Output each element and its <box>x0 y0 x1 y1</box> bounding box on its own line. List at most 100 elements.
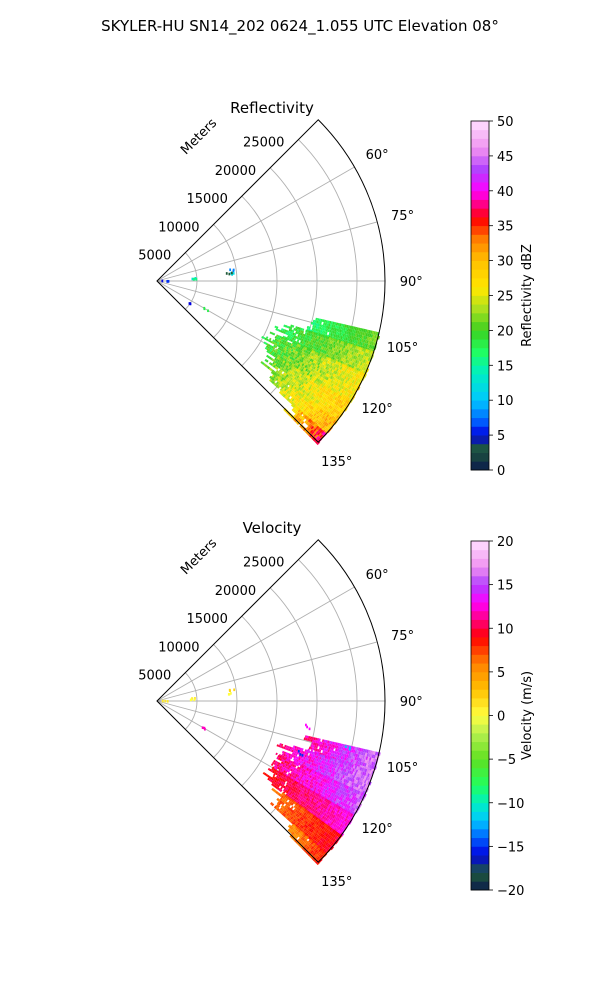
data-cell <box>360 762 364 766</box>
data-cell <box>318 831 322 836</box>
data-cell <box>340 752 344 757</box>
data-cell <box>308 816 313 820</box>
data-cell <box>335 414 340 419</box>
data-cell <box>350 771 354 775</box>
data-cell <box>282 339 286 343</box>
data-cell <box>318 762 321 766</box>
data-cell <box>344 814 348 818</box>
data-cell <box>271 381 275 385</box>
colorbar-segment <box>471 828 489 839</box>
data-cell <box>327 415 331 420</box>
data-cell <box>348 378 352 382</box>
data-cell <box>288 385 292 389</box>
data-cell <box>295 394 300 398</box>
data-cell <box>317 801 321 805</box>
data-cell <box>299 765 303 769</box>
data-cell <box>304 829 309 833</box>
data-cell <box>331 402 335 407</box>
colorbar-tick-label: −5 <box>497 753 516 768</box>
data-cell <box>332 814 336 819</box>
data-cell <box>363 775 367 780</box>
data-cell <box>334 345 338 349</box>
data-cell <box>335 375 339 379</box>
data-cell <box>332 408 336 412</box>
data-cell <box>332 789 336 794</box>
data-cell <box>318 786 322 790</box>
data-cell <box>344 352 348 356</box>
data-cell <box>306 353 309 357</box>
data-cell <box>325 418 330 423</box>
polar-sector-outline <box>156 119 386 443</box>
data-cell <box>366 349 370 354</box>
data-cell <box>266 350 269 353</box>
data-cell <box>316 761 320 765</box>
data-cell <box>294 789 298 794</box>
data-cell <box>294 370 298 375</box>
data-cell <box>279 338 282 341</box>
data-cell <box>335 751 339 755</box>
data-cell <box>339 807 343 811</box>
data-cell <box>339 760 343 765</box>
data-cell <box>323 401 328 406</box>
data-cell <box>294 819 298 824</box>
data-cell <box>338 810 342 815</box>
data-cell <box>278 360 282 364</box>
data-cell <box>261 362 265 365</box>
data-cell <box>324 745 328 749</box>
data-cell <box>329 769 332 773</box>
data-cell <box>339 326 343 330</box>
data-cell <box>298 400 302 404</box>
colorbar-segment <box>471 382 489 392</box>
data-speck <box>201 726 204 729</box>
data-cell <box>274 779 278 783</box>
data-cell <box>362 775 365 780</box>
colorbar-segment <box>471 636 489 647</box>
data-cell <box>295 776 299 780</box>
data-cell <box>284 775 288 779</box>
data-cell <box>330 327 334 331</box>
data-cell <box>331 380 336 385</box>
data-cell <box>330 383 334 388</box>
data-cell <box>333 794 337 798</box>
data-cell <box>307 847 312 852</box>
data-cell <box>283 352 286 356</box>
data-cell <box>303 349 306 353</box>
data-cell <box>319 854 324 859</box>
data-cell <box>309 352 313 356</box>
data-cell <box>342 345 346 349</box>
data-cell <box>301 765 304 769</box>
data-cell <box>290 802 294 806</box>
data-cell <box>273 759 276 763</box>
data-cell <box>272 773 276 777</box>
data-cell <box>297 837 302 842</box>
data-cell <box>273 340 277 343</box>
data-cell <box>270 379 274 383</box>
data-cell <box>314 351 318 355</box>
data-cell <box>292 399 297 403</box>
data-cell <box>315 323 319 327</box>
data-cell <box>310 388 315 393</box>
data-cell <box>275 783 279 787</box>
data-cell <box>371 341 374 346</box>
data-cell <box>285 745 289 748</box>
data-cell <box>362 359 366 364</box>
data-cell <box>368 749 371 754</box>
data-cell <box>339 408 344 413</box>
data-cell <box>343 351 346 356</box>
data-cell <box>304 775 308 779</box>
data-cell <box>329 406 334 410</box>
data-cell <box>306 779 309 783</box>
data-cell <box>297 358 301 362</box>
data-cell <box>287 341 290 345</box>
data-cell <box>326 793 330 798</box>
data-cell <box>330 410 334 415</box>
data-cell <box>341 336 345 340</box>
data-cell <box>283 797 287 801</box>
data-cell <box>286 755 290 758</box>
colorbar-tick-label: 30 <box>497 255 514 270</box>
data-cell <box>297 811 301 815</box>
data-cell <box>297 798 301 802</box>
data-cell <box>306 822 310 826</box>
data-cell <box>298 418 302 423</box>
data-cell <box>313 760 316 764</box>
